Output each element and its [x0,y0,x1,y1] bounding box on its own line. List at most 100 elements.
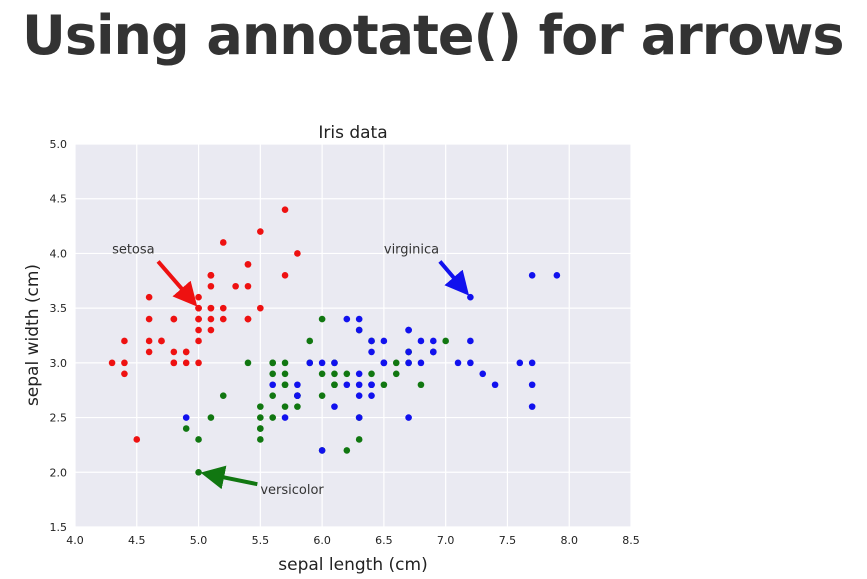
point-virginica [516,359,524,367]
point-versicolor [331,370,338,378]
point-virginica [491,381,499,389]
y-tick-label: 3.0 [50,357,68,370]
chart-title: Iris data [318,123,387,143]
plot-area [75,144,631,527]
point-virginica [355,326,363,334]
annotation-label-setosa: setosa [112,242,155,257]
point-setosa [121,337,128,345]
point-virginica [528,403,536,410]
point-setosa [133,436,141,443]
point-setosa [207,315,215,323]
point-versicolor [392,359,400,367]
point-virginica [405,348,412,356]
point-versicolor [281,381,289,389]
point-setosa [195,304,202,312]
y-tick-label: 5.0 [50,138,68,151]
x-tick-label: 5.5 [252,534,270,547]
point-versicolor [269,392,276,399]
point-virginica [528,381,536,389]
point-versicolor [207,414,215,421]
point-virginica [368,337,375,345]
point-versicolor [257,403,264,410]
point-setosa [281,272,289,279]
point-virginica [343,381,351,389]
point-versicolor [269,414,276,421]
point-setosa [145,348,153,356]
point-virginica [528,359,536,367]
y-tick-label: 4.0 [50,247,68,260]
point-versicolor [257,425,264,432]
x-tick-label: 7.0 [437,534,455,547]
x-tick-label: 6.5 [375,534,393,547]
point-virginica [380,337,388,345]
point-setosa [257,304,264,312]
point-virginica [528,272,536,279]
annotation-label-versicolor: versicolor [260,483,324,498]
point-virginica [318,359,326,367]
point-versicolor [318,370,326,378]
point-versicolor [182,425,190,432]
annotations: setosa versicolor virginica [112,242,470,498]
y-tick-label: 4.5 [50,193,68,206]
point-setosa [170,348,178,356]
point-virginica [430,337,437,345]
x-tick-label: 4.5 [128,534,146,547]
point-versicolor [417,381,425,389]
point-virginica [355,315,363,323]
x-tick-label: 6.0 [313,534,331,547]
point-versicolor [294,403,301,410]
point-setosa [145,315,153,323]
point-setosa [207,272,215,279]
point-setosa [281,206,289,213]
y-tick-label: 2.5 [50,412,68,425]
point-setosa [294,250,301,257]
point-virginica [405,326,412,334]
point-versicolor [269,370,276,378]
point-virginica [454,359,462,367]
point-versicolor [244,359,252,367]
point-setosa [207,282,215,290]
point-setosa [108,359,116,367]
point-virginica [405,414,412,421]
point-versicolor [343,370,351,378]
point-virginica [281,414,289,421]
annotation-arrow-setosa [156,260,198,307]
point-virginica [182,414,190,421]
point-virginica [331,403,338,410]
point-versicolor [355,436,363,443]
point-setosa [182,359,190,367]
grid-lines [74,143,632,528]
point-virginica [368,381,375,389]
point-versicolor [257,414,264,421]
x-tick-label: 5.0 [190,534,208,547]
x-tick-labels: 4.0 4.5 5.0 5.5 6.0 6.5 7.0 7.5 8.0 8.5 [66,534,640,547]
point-setosa [195,359,202,367]
point-setosa [207,326,215,334]
point-virginica [294,381,301,389]
point-versicolor [269,359,276,367]
point-setosa [257,228,264,235]
point-virginica [343,315,351,323]
point-setosa [244,261,252,268]
point-versicolor [368,370,375,378]
point-versicolor [331,381,338,389]
annotation-arrow-versicolor [200,465,258,490]
point-virginica [430,348,437,356]
point-versicolor [195,468,202,476]
point-setosa [195,326,202,334]
point-virginica [355,381,363,389]
point-setosa [145,337,153,345]
point-versicolor [281,359,289,367]
point-virginica [405,359,412,367]
point-versicolor [343,447,351,454]
x-tick-label: 4.0 [66,534,84,547]
y-tick-label: 2.0 [50,466,68,479]
point-setosa [207,304,215,312]
point-setosa [244,315,252,323]
point-setosa [170,359,178,367]
point-setosa [158,337,165,345]
x-tick-label: 7.5 [499,534,517,547]
point-versicolor [281,403,289,410]
point-virginica [479,370,487,378]
point-setosa [121,370,128,378]
